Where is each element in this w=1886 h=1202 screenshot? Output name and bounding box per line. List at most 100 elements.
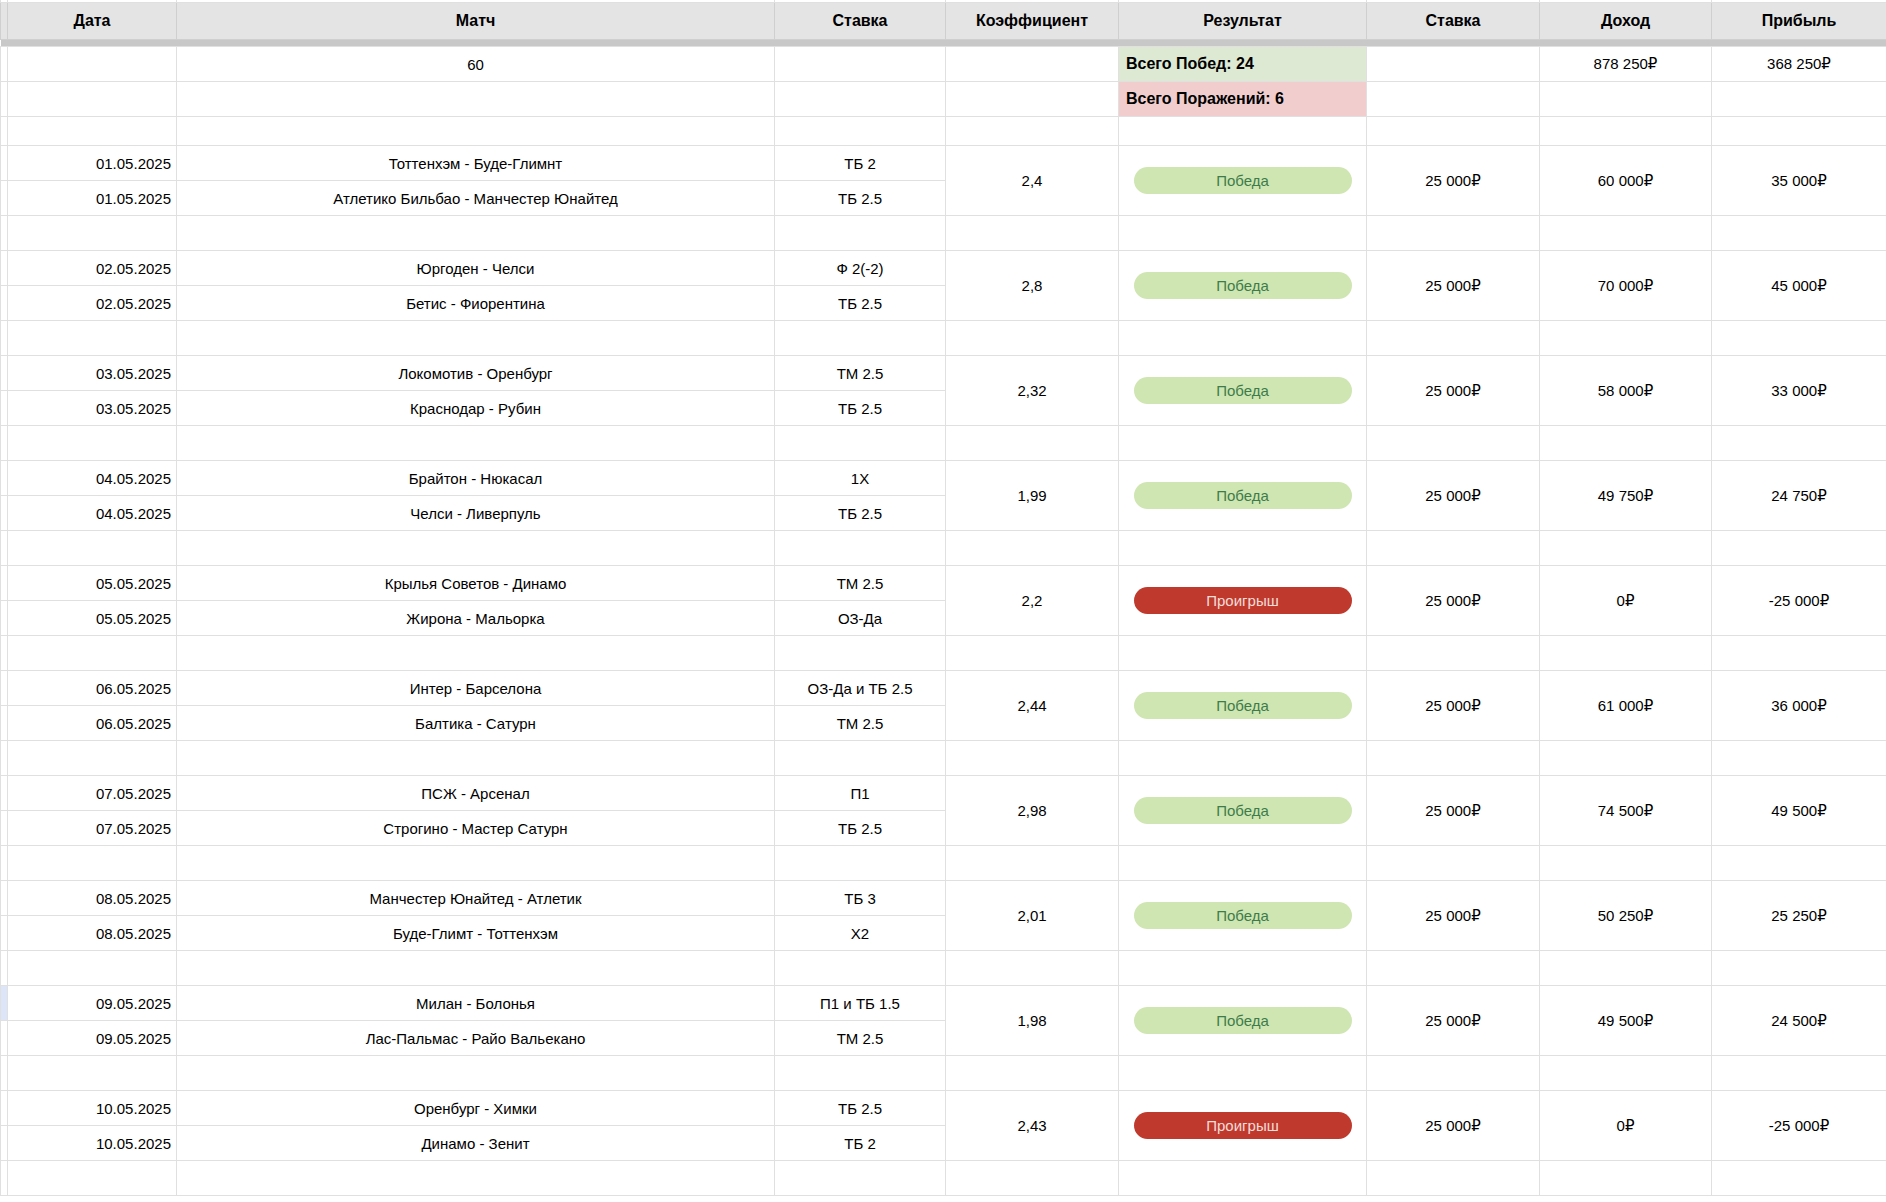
cell-match[interactable]: ПСЖ - Арсенал (177, 776, 775, 811)
cell-match[interactable]: Динамо - Зенит (177, 1126, 775, 1161)
cell-date[interactable]: 09.05.2025 (8, 986, 177, 1021)
cell-match[interactable]: Тоттенхэм - Буде-Глимнт (177, 146, 775, 181)
row-strip[interactable] (1, 916, 8, 951)
empty-cell[interactable] (1367, 117, 1540, 146)
empty-cell[interactable] (1367, 951, 1540, 986)
cell-match[interactable]: Краснодар - Рубин (177, 391, 775, 426)
cell-income[interactable]: 60 000₽ (1540, 146, 1712, 216)
header-bet[interactable]: Ставка (775, 3, 946, 40)
cell-income[interactable]: 0₽ (1540, 566, 1712, 636)
cell-result[interactable]: Победа (1119, 461, 1367, 531)
empty-cell[interactable] (775, 951, 946, 986)
row-strip[interactable] (1, 496, 8, 531)
cell-coefficient[interactable]: 2,32 (946, 356, 1119, 426)
cell-income[interactable]: 0₽ (1540, 1091, 1712, 1161)
empty-cell[interactable] (1367, 531, 1540, 566)
result-chip[interactable]: Победа (1134, 272, 1352, 299)
empty-cell[interactable] (1712, 846, 1886, 881)
result-chip[interactable]: Победа (1134, 797, 1352, 824)
cell-date[interactable]: 09.05.2025 (8, 1021, 177, 1056)
cell-result[interactable]: Проигрыш (1119, 566, 1367, 636)
row-strip[interactable] (1, 846, 8, 881)
cell-date[interactable]: 05.05.2025 (8, 566, 177, 601)
empty-cell[interactable] (1367, 82, 1540, 117)
cell-coefficient[interactable]: 2,43 (946, 1091, 1119, 1161)
cell-date[interactable]: 03.05.2025 (8, 391, 177, 426)
cell-income[interactable]: 70 000₽ (1540, 251, 1712, 321)
cell-profit[interactable]: -25 000₽ (1712, 566, 1886, 636)
empty-cell[interactable] (1119, 741, 1367, 776)
cell-match[interactable]: Бетис - Фиорентина (177, 286, 775, 321)
total-losses-cell[interactable]: Всего Поражений: 6 (1119, 82, 1367, 117)
empty-cell[interactable] (946, 117, 1119, 146)
empty-cell[interactable] (946, 531, 1119, 566)
empty-cell[interactable] (775, 216, 946, 251)
result-chip[interactable]: Проигрыш (1134, 587, 1352, 614)
empty-cell[interactable] (1367, 636, 1540, 671)
header-coefficient[interactable]: Коэффициент (946, 3, 1119, 40)
cell-bet[interactable]: ТБ 2.5 (775, 181, 946, 216)
cell-result[interactable]: Победа (1119, 671, 1367, 741)
empty-cell[interactable] (775, 321, 946, 356)
cell-bet[interactable]: ТБ 2.5 (775, 496, 946, 531)
row-strip[interactable] (1, 321, 8, 356)
row-strip[interactable] (1, 531, 8, 566)
cell-bet[interactable]: ТБ 2.5 (775, 1091, 946, 1126)
empty-cell[interactable] (1367, 1056, 1540, 1091)
cell-stake[interactable]: 25 000₽ (1367, 251, 1540, 321)
cell-coefficient[interactable]: 2,01 (946, 881, 1119, 951)
cell-bet[interactable]: 1X (775, 461, 946, 496)
result-chip[interactable]: Победа (1134, 377, 1352, 404)
header-profit[interactable]: Прибыль (1712, 3, 1886, 40)
row-strip[interactable] (1, 601, 8, 636)
cell-date[interactable]: 07.05.2025 (8, 776, 177, 811)
cell-date[interactable]: 01.05.2025 (8, 181, 177, 216)
row-strip[interactable] (1, 47, 8, 82)
cell-stake[interactable]: 25 000₽ (1367, 356, 1540, 426)
cell-bet[interactable]: ТБ 2.5 (775, 391, 946, 426)
cell-date[interactable]: 02.05.2025 (8, 251, 177, 286)
empty-cell[interactable] (1712, 531, 1886, 566)
cell-bet[interactable]: П1 и ТБ 1.5 (775, 986, 946, 1021)
cell-coefficient[interactable]: 1,99 (946, 461, 1119, 531)
cell-coefficient[interactable]: 2,2 (946, 566, 1119, 636)
empty-cell[interactable] (1712, 216, 1886, 251)
empty-cell[interactable] (1712, 321, 1886, 356)
cell-stake[interactable]: 25 000₽ (1367, 1091, 1540, 1161)
cell-match[interactable]: Милан - Болонья (177, 986, 775, 1021)
empty-cell[interactable] (177, 741, 775, 776)
cell-income[interactable]: 49 500₽ (1540, 986, 1712, 1056)
cell-profit[interactable]: 49 500₽ (1712, 776, 1886, 846)
empty-cell[interactable] (177, 117, 775, 146)
cell-coefficient[interactable]: 2,98 (946, 776, 1119, 846)
row-strip[interactable] (1, 706, 8, 741)
empty-cell[interactable] (1712, 1056, 1886, 1091)
cell-date[interactable]: 08.05.2025 (8, 881, 177, 916)
empty-cell[interactable] (1367, 846, 1540, 881)
empty-cell[interactable] (1119, 951, 1367, 986)
cell-result[interactable]: Проигрыш (1119, 1091, 1367, 1161)
empty-cell[interactable] (946, 846, 1119, 881)
empty-cell[interactable] (775, 1161, 946, 1196)
empty-cell[interactable] (1119, 636, 1367, 671)
cell-bet[interactable]: П1 (775, 776, 946, 811)
cell-profit[interactable]: 33 000₽ (1712, 356, 1886, 426)
empty-cell[interactable] (1119, 321, 1367, 356)
cell-match[interactable]: Атлетико Бильбао - Манчестер Юнайтед (177, 181, 775, 216)
empty-cell[interactable] (775, 47, 946, 82)
empty-cell[interactable] (1119, 1056, 1367, 1091)
row-strip[interactable] (1, 426, 8, 461)
cell-date[interactable]: 06.05.2025 (8, 706, 177, 741)
result-chip[interactable]: Победа (1134, 1007, 1352, 1034)
cell-stake[interactable]: 25 000₽ (1367, 881, 1540, 951)
empty-cell[interactable] (177, 951, 775, 986)
empty-cell[interactable] (1119, 426, 1367, 461)
row-strip[interactable] (1, 391, 8, 426)
row-strip[interactable] (1, 741, 8, 776)
row-strip[interactable] (1, 671, 8, 706)
empty-cell[interactable] (1712, 426, 1886, 461)
cell-profit[interactable]: 36 000₽ (1712, 671, 1886, 741)
cell-stake[interactable]: 25 000₽ (1367, 776, 1540, 846)
empty-cell[interactable] (946, 1056, 1119, 1091)
cell-match[interactable]: Юргоден - Челси (177, 251, 775, 286)
